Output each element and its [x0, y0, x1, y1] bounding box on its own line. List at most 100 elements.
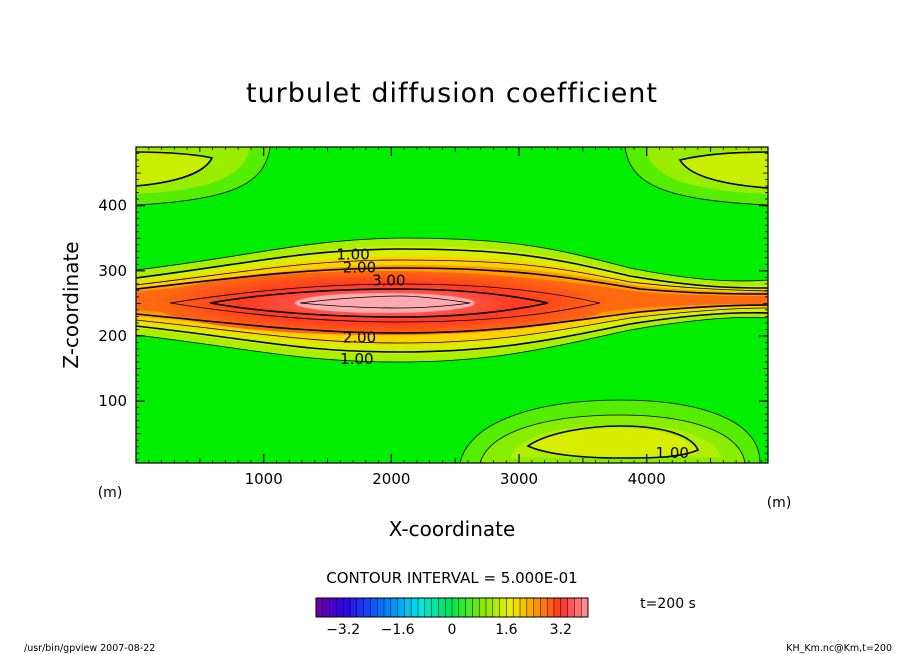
colorbar-cell: [445, 598, 453, 617]
contour-line: [136, 151, 214, 187]
contour-label: 1.00: [336, 246, 369, 264]
colorbar-cell: [411, 598, 419, 617]
colorbar-cell: [458, 598, 466, 617]
contour-line: [459, 399, 761, 463]
colorbar-frame: [315, 597, 589, 618]
contour-label: 3.00: [372, 272, 405, 290]
colorbar-cell: [370, 598, 378, 617]
top-right-blob: [624, 147, 768, 206]
y-tick-label: 300: [98, 262, 127, 280]
y-axis-unit: (m): [98, 485, 123, 501]
contour-line: [136, 316, 768, 363]
contour-line: [526, 425, 700, 459]
contour-interval-label: CONTOUR INTERVAL = 5.000E-01: [326, 569, 577, 587]
colorbar-tick-label: −1.6: [381, 622, 415, 638]
contour-line: [209, 288, 549, 318]
contour-line: [299, 295, 471, 309]
x-tick-label: 3000: [500, 470, 538, 488]
contour-line: [479, 414, 746, 463]
footer-left: /usr/bin/gpview 2007-08-22: [24, 643, 155, 654]
x-axis: 1000 2000 3000 4000: [148, 147, 762, 488]
colorbar-tick-label: 0: [448, 622, 457, 638]
colorbar-cell: [343, 598, 351, 617]
plot-area: [136, 147, 768, 463]
contour-label: 2.00: [343, 259, 376, 277]
contour-line: [136, 307, 768, 344]
contour-line: [136, 259, 768, 292]
colorbar-cell: [540, 598, 548, 617]
x-tick-label: 4000: [628, 470, 666, 488]
contour-line: [136, 311, 768, 353]
contour-line: [678, 151, 768, 189]
colorbar-cell: [486, 598, 494, 617]
colorbar-ticks: −3.2 −1.6 0 1.6 3.2: [326, 622, 572, 638]
plot-frame: [135, 146, 769, 464]
y-tick-label: 400: [98, 197, 127, 215]
x-axis-label: X-coordinate: [389, 517, 516, 541]
contour-labels: 1.002.003.002.001.001.00: [336, 246, 689, 463]
y-axis-label: Z-coordinate: [59, 241, 83, 368]
colorbar-cell: [526, 598, 534, 617]
colorbar-cell: [472, 598, 480, 617]
colorbar-cell: [316, 598, 324, 617]
colorbar-cell: [397, 598, 405, 617]
colorbar-tick-label: 1.6: [495, 622, 517, 638]
contour-line: [624, 147, 768, 206]
colorbar-cell: [363, 598, 371, 617]
colorbar-cell: [492, 598, 500, 617]
colorbar-cell: [418, 598, 426, 617]
blob-layer: [530, 428, 698, 458]
colorbar-cell: [533, 598, 541, 617]
colorbar-cell: [513, 598, 521, 617]
blob-layer: [136, 150, 212, 186]
colorbar-cell: [356, 598, 364, 617]
contour-line: [136, 248, 768, 289]
colorbar-cell: [404, 598, 412, 617]
colorbar-cell: [499, 598, 507, 617]
contour-label: 1.00: [656, 444, 689, 462]
colorbar-cell: [390, 598, 398, 617]
colorbar-cell: [438, 598, 446, 617]
colorbar-cell: [322, 598, 330, 617]
blob-layer: [680, 150, 768, 188]
footer-right: KH_Km.nc@Km,t=200: [786, 643, 892, 654]
colorbar-cell: [465, 598, 473, 617]
contour-label: 2.00: [343, 328, 376, 346]
contour-label: 1.00: [340, 350, 373, 368]
y-tick-label: 200: [98, 327, 127, 345]
colorbar-cell: [350, 598, 358, 617]
colorbar-cell: [431, 598, 439, 617]
colorbar-cell: [554, 598, 562, 617]
colorbar-cell: [336, 598, 344, 617]
central-contours: [136, 237, 768, 363]
top-left-blob: [136, 147, 271, 206]
y-tick-label: 100: [98, 392, 127, 410]
colorbar-cell: [581, 598, 589, 617]
colorbar-cell: [384, 598, 392, 617]
colorbar-tick-label: −3.2: [326, 622, 360, 638]
colorbar-cell: [574, 598, 582, 617]
colorbar-cell: [547, 598, 555, 617]
colorbar: [315, 597, 589, 618]
time-label: t=200 s: [640, 596, 696, 612]
x-tick-label: 1000: [245, 470, 283, 488]
colorbar-cell: [506, 598, 514, 617]
contour-line: [136, 304, 768, 334]
colorbar-cell: [560, 598, 568, 617]
colorbar-cell: [452, 598, 460, 617]
contour-line: [136, 267, 768, 295]
colorbar-tick-label: 3.2: [550, 622, 572, 638]
contour-line: [136, 237, 768, 282]
colorbar-cell: [329, 598, 337, 617]
contour-line: [136, 147, 271, 206]
colorbar-cell: [567, 598, 575, 617]
y-axis: 100 200 300 400: [98, 153, 768, 461]
colorbar-cell: [377, 598, 385, 617]
x-tick-label: 2000: [372, 470, 410, 488]
chart-title: turbulet diffusion coefficient: [246, 78, 658, 109]
colorbar-cell: [520, 598, 528, 617]
bottom-blob: [459, 399, 761, 463]
colorbar-cell: [479, 598, 487, 617]
x-axis-unit: (m): [767, 495, 792, 511]
colorbar-cell: [424, 598, 432, 617]
